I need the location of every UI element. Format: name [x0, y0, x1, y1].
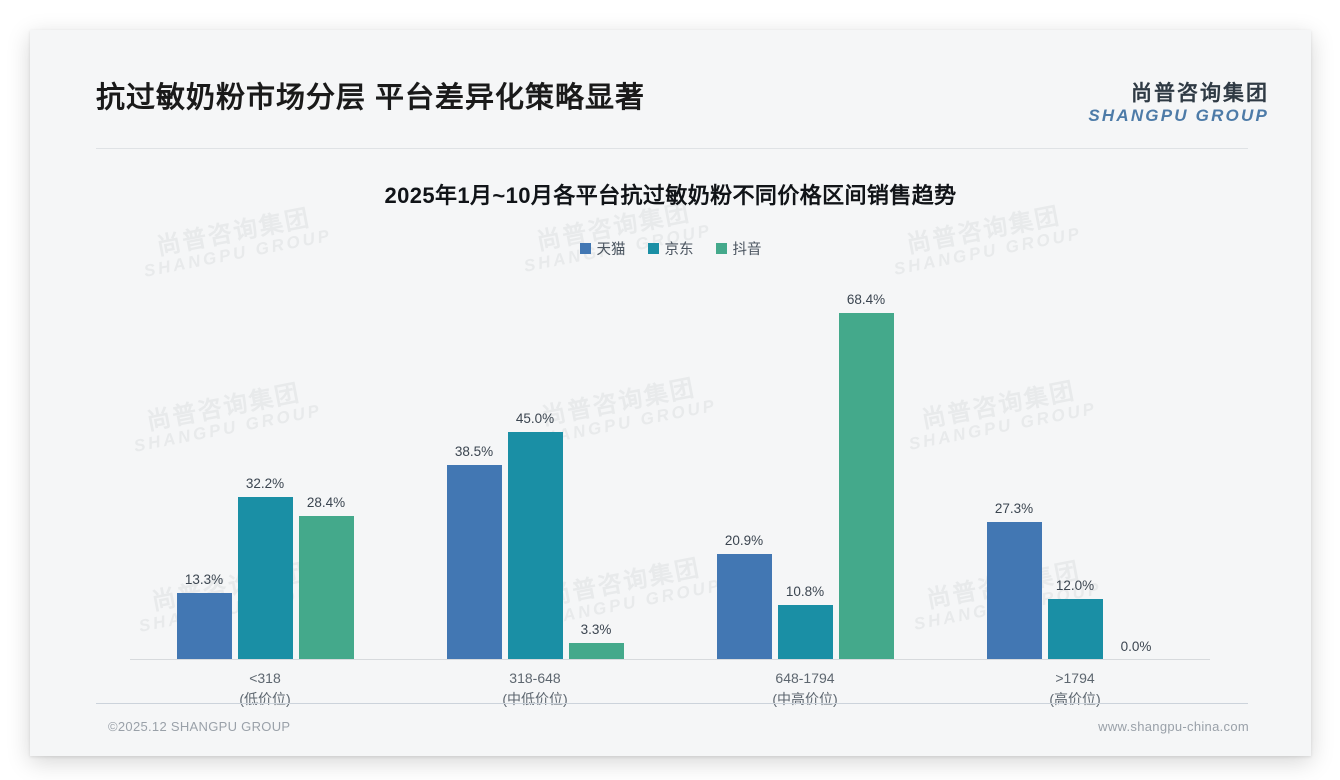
bar-tmall-3[interactable]: [986, 522, 1042, 660]
bar-value-tmall-1: 38.5%: [454, 444, 494, 459]
brand-name-cn: 尚普咨询集团: [1131, 82, 1269, 105]
bar-wrap-tmall-3: 27.3%: [986, 280, 1042, 660]
bar-wrap-jd-3: 12.0%: [1047, 280, 1103, 660]
bar-value-douyin-0: 28.4%: [306, 495, 346, 510]
bar-wrap-douyin-1: 3.3%: [568, 280, 624, 660]
legend-label-douyin: 抖音: [732, 242, 762, 258]
footer-divider: [96, 703, 1248, 704]
bar-value-tmall-3: 27.3%: [994, 501, 1034, 516]
header-divider: [96, 148, 1248, 149]
bar-value-jd-0: 32.2%: [245, 476, 285, 491]
bar-wrap-douyin-0: 28.4%: [298, 280, 354, 660]
bar-wrap-tmall-0: 13.3%: [176, 280, 232, 660]
x-label-main-1: 318-648: [509, 670, 561, 686]
x-label-sub-1: (中低价位): [502, 691, 568, 707]
brand-name-en: SHANGPU GROUP: [1088, 105, 1269, 125]
x-label-main-3: >1794: [1055, 670, 1095, 686]
bar-group-3: 27.3% 12.0% 0.0%: [940, 280, 1210, 660]
bar-wrap-jd-0: 32.2%: [237, 280, 293, 660]
bar-tmall-2[interactable]: [716, 554, 772, 660]
x-axis-line: [130, 659, 1210, 660]
bar-value-tmall-2: 20.9%: [724, 533, 764, 548]
slide-header: 抗过敏奶粉市场分层 平台差异化策略显著 尚普咨询集团 SHANGPU GROUP: [30, 30, 1311, 125]
bar-wrap-douyin-3: 0.0%: [1109, 280, 1164, 660]
legend-swatch-jd: [647, 243, 659, 254]
bar-wrap-tmall-1: 38.5%: [446, 280, 502, 660]
bar-wrap-jd-2: 10.8%: [777, 280, 833, 660]
bar-jd-1[interactable]: [507, 432, 563, 660]
x-label-main-0: <318: [249, 670, 281, 686]
bar-tmall-0[interactable]: [176, 593, 232, 660]
bar-group-0: 13.3% 32.2% 28.4%: [130, 280, 400, 660]
bar-tmall-1[interactable]: [446, 465, 502, 660]
bar-jd-0[interactable]: [237, 497, 293, 660]
x-label-main-2: 648-1794: [775, 670, 835, 686]
bar-jd-2[interactable]: [777, 605, 833, 660]
bar-douyin-0[interactable]: [298, 516, 354, 660]
bar-douyin-1[interactable]: [568, 643, 624, 660]
legend-item-douyin[interactable]: 抖音: [715, 238, 762, 259]
page-title: 抗过敏奶粉市场分层 平台差异化策略显著: [96, 82, 646, 114]
brand-logo: 尚普咨询集团 SHANGPU GROUP: [1088, 82, 1269, 125]
x-label-sub-3: (高价位): [1049, 691, 1101, 707]
bar-jd-3[interactable]: [1047, 599, 1103, 660]
bar-value-tmall-0: 13.3%: [184, 572, 224, 587]
legend-swatch-tmall: [579, 243, 591, 254]
bar-groups: 13.3% 32.2% 28.4% 38.5% 45.0% 3.3% 20.9% 10.8% 6…: [130, 280, 1210, 660]
legend-swatch-douyin: [715, 243, 727, 254]
footer-copyright: ©2025.12 SHANGPU GROUP: [108, 719, 291, 734]
bar-value-douyin-3: 0.0%: [1120, 639, 1152, 654]
legend-label-jd: 京东: [664, 242, 694, 258]
legend-item-tmall[interactable]: 天猫: [579, 238, 626, 259]
chart-title: 2025年1月~10月各平台抗过敏奶粉不同价格区间销售趋势: [384, 183, 957, 208]
bar-group-1: 38.5% 45.0% 3.3%: [400, 280, 670, 660]
legend-item-jd[interactable]: 京东: [647, 238, 694, 259]
footer-website[interactable]: www.shangpu-china.com: [1098, 719, 1249, 734]
plot-area: 13.3% 32.2% 28.4% 38.5% 45.0% 3.3% 20.9% 10.8% 6…: [130, 280, 1210, 660]
bar-value-jd-3: 12.0%: [1055, 578, 1095, 593]
x-label-sub-2: (中高价位): [772, 691, 838, 707]
bar-value-jd-2: 10.8%: [785, 584, 825, 599]
x-label-sub-0: (低价位): [239, 691, 291, 707]
bar-douyin-2[interactable]: [838, 313, 894, 660]
bar-wrap-jd-1: 45.0%: [507, 280, 563, 660]
legend-label-tmall: 天猫: [596, 242, 626, 258]
bar-wrap-douyin-2: 68.4%: [838, 280, 894, 660]
bar-wrap-tmall-2: 20.9%: [716, 280, 772, 660]
slide-card: 尚普咨询集团 SHANGPU GROUP 尚普咨询集团 SHANGPU GROU…: [30, 30, 1311, 756]
bar-value-douyin-1: 3.3%: [580, 622, 612, 637]
chart-legend: 天猫 京东 抖音: [30, 238, 1311, 259]
bar-value-jd-1: 45.0%: [515, 411, 555, 426]
bar-value-douyin-2: 68.4%: [846, 292, 886, 307]
chart-container: 2025年1月~10月各平台抗过敏奶粉不同价格区间销售趋势 天猫 京东 抖音 1…: [30, 160, 1311, 720]
bar-group-2: 20.9% 10.8% 68.4%: [670, 280, 940, 660]
